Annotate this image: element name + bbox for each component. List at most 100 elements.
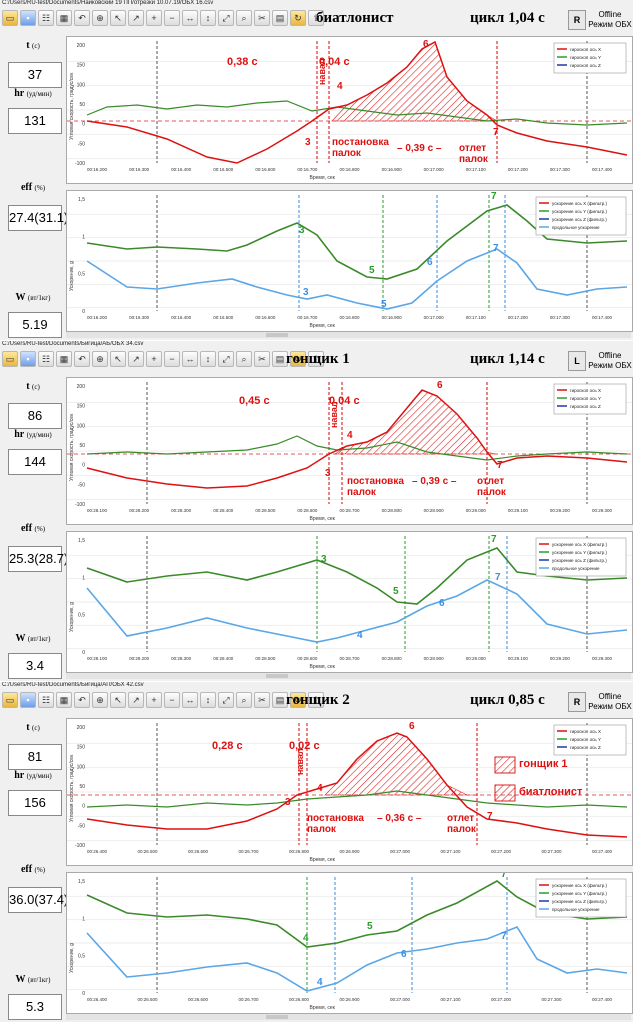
zoom-in-icon[interactable]: +: [146, 351, 162, 367]
cursor-icon[interactable]: ↗: [128, 692, 144, 708]
zoom-y-icon[interactable]: ↕: [200, 10, 216, 26]
legend: гироскоп ось X гироскоп ось Y гироскоп ось…: [553, 42, 627, 74]
cursor-icon[interactable]: ↗: [128, 10, 144, 26]
accel-plot[interactable]: 1,5 1 0,5 000:16.200 00:16.300 00:16.400 00:16…: [67, 191, 632, 331]
save-icon[interactable]: ▪: [20, 351, 36, 367]
zoom-in-icon[interactable]: +: [146, 10, 162, 26]
settings-icon[interactable]: ☷: [38, 10, 54, 26]
zoom-x-icon[interactable]: ↔: [182, 351, 198, 367]
cycle-duration: цикл 1,14 с: [470, 351, 545, 367]
undo-icon[interactable]: ↶: [74, 10, 90, 26]
legend-entry: гироскоп ось Y: [570, 396, 601, 401]
fit-icon[interactable]: ⤢: [218, 351, 234, 367]
zoom-out-icon[interactable]: −: [164, 351, 180, 367]
zoom-x-icon[interactable]: ↔: [182, 692, 198, 708]
metric-unit-w: (вт/1кг): [27, 976, 51, 984]
cut-icon[interactable]: ✂: [254, 692, 270, 708]
calculator-icon[interactable]: ▤: [272, 692, 288, 708]
export-icon[interactable]: ⇪: [308, 10, 324, 26]
calculator-icon[interactable]: ▤: [272, 10, 288, 26]
accel-chart[interactable]: 1,5 1 0,5 0 00:26.400 00:26.500 00:26.600 00:26…: [66, 869, 633, 1014]
legend-entry: продольное ускорение: [552, 907, 600, 912]
refresh-icon[interactable]: ↻: [290, 10, 306, 26]
zoom-out-icon[interactable]: −: [164, 10, 180, 26]
zoom-icon[interactable]: ⊕: [92, 692, 108, 708]
pointer-icon[interactable]: ↖: [110, 351, 126, 367]
file-path: C:/Users/RU-test/Documents/Бигица/АП/ОБХ…: [2, 682, 144, 688]
accel-chart[interactable]: 1,5 1 0,5 0 00:28.100 00:28.200 00:28.300 00:28…: [66, 531, 633, 673]
y-tick-label: -50: [78, 141, 85, 147]
pointer-icon[interactable]: ↖: [110, 692, 126, 708]
export-icon[interactable]: ⇪: [308, 351, 324, 367]
gyro-chart[interactable]: 200 150 100 50 0 -50 -100 00:16.200 00:16.300 00:…: [66, 36, 633, 184]
x-tick-label: 00:27.100: [440, 997, 461, 1002]
mode-side-button[interactable]: L: [568, 351, 586, 371]
chart-icon[interactable]: ▦: [56, 10, 72, 26]
annotation: 3: [325, 468, 331, 479]
cut-icon[interactable]: ✂: [254, 10, 270, 26]
mode-side-button[interactable]: R: [568, 10, 586, 30]
undo-icon[interactable]: ↶: [74, 692, 90, 708]
export-icon[interactable]: ⇪: [308, 692, 324, 708]
fit-icon[interactable]: ⤢: [218, 692, 234, 708]
search-icon[interactable]: ⌕: [236, 692, 252, 708]
zoom-x-icon[interactable]: ↔: [182, 10, 198, 26]
scrollbar-thumb[interactable]: [266, 1015, 288, 1019]
chart-icon[interactable]: ▦: [56, 692, 72, 708]
gyro-chart[interactable]: 200 150 100 50 0 -50 -100 00:28.100 00:28.200 00:…: [66, 377, 633, 525]
cut-icon[interactable]: ✂: [254, 351, 270, 367]
zoom-out-icon[interactable]: −: [164, 692, 180, 708]
y-tick-label: 50: [79, 784, 85, 790]
gyro-chart[interactable]: 200 150 100 50 0 -50 -100 00:26.400 00:26.500 00:…: [66, 718, 633, 866]
x-tick-label: 00:28.500: [255, 508, 276, 513]
calculator-icon[interactable]: ▤: [272, 351, 288, 367]
legend-entry: гироскоп ось X: [570, 729, 601, 734]
y-tick-label: 1,5: [78, 197, 85, 203]
zoom-in-icon[interactable]: +: [146, 692, 162, 708]
offline-mode-label: Offline Режим ОБХ: [588, 10, 632, 29]
open-folder-icon[interactable]: ▭: [2, 351, 18, 367]
y-tick-label: 50: [79, 443, 85, 449]
open-folder-icon[interactable]: ▭: [2, 10, 18, 26]
horizontal-scrollbar[interactable]: [66, 1014, 631, 1020]
save-icon[interactable]: ▪: [20, 692, 36, 708]
accel-plot[interactable]: 1,5 1 0,5 000:28.100 00:28.200 00:28.300 00:28…: [67, 532, 632, 672]
mode-side-button[interactable]: R: [568, 692, 586, 712]
scrollbar-thumb[interactable]: [266, 333, 288, 337]
zoom-y-icon[interactable]: ↕: [200, 692, 216, 708]
zoom-y-icon[interactable]: ↕: [200, 351, 216, 367]
search-icon[interactable]: ⌕: [236, 351, 252, 367]
accel-chart[interactable]: 1,5 1 0,5 0 00:16.200 00:16.300 00:16.400 00:16…: [66, 190, 633, 332]
fit-icon[interactable]: ⤢: [218, 10, 234, 26]
refresh-icon[interactable]: ↻: [290, 692, 306, 708]
search-icon[interactable]: ⌕: [236, 10, 252, 26]
pointer-icon[interactable]: ↖: [110, 10, 126, 26]
cursor-icon[interactable]: ↗: [128, 351, 144, 367]
y-tick-label: 0,5: [78, 613, 85, 619]
metric-name-eff: eff: [20, 523, 33, 534]
horizontal-scrollbar[interactable]: [66, 332, 631, 338]
zoom-icon[interactable]: ⊕: [92, 10, 108, 26]
metric-name-hr: hr: [14, 88, 25, 99]
x-tick-label: 00:26.800: [289, 997, 310, 1002]
settings-icon[interactable]: ☷: [38, 351, 54, 367]
metrics-sidebar: t (c) 37 hr (уд/мин) 131 eff (%) 27.4(31.1) W …: [0, 0, 68, 340]
undo-icon[interactable]: ↶: [74, 351, 90, 367]
metric-label-t: t (c): [0, 722, 66, 733]
save-icon[interactable]: ▪: [20, 10, 36, 26]
accel-plot[interactable]: 1,5 1 0,5 000:26.400 00:26.500 00:26.600 00:26…: [67, 869, 632, 1013]
chart-icon[interactable]: ▦: [56, 351, 72, 367]
series-longitudinal: [86, 579, 628, 643]
x-tick-label: 00:26.600: [188, 849, 209, 854]
settings-icon[interactable]: ☷: [38, 692, 54, 708]
x-tick-label: 00:17.200: [508, 315, 529, 320]
refresh-icon[interactable]: ↻: [290, 351, 306, 367]
zoom-icon[interactable]: ⊕: [92, 351, 108, 367]
scrollbar-thumb[interactable]: [266, 674, 288, 678]
horizontal-scrollbar[interactable]: [66, 673, 631, 679]
open-folder-icon[interactable]: ▭: [2, 692, 18, 708]
x-tick-label: 00:28.400: [213, 656, 234, 661]
